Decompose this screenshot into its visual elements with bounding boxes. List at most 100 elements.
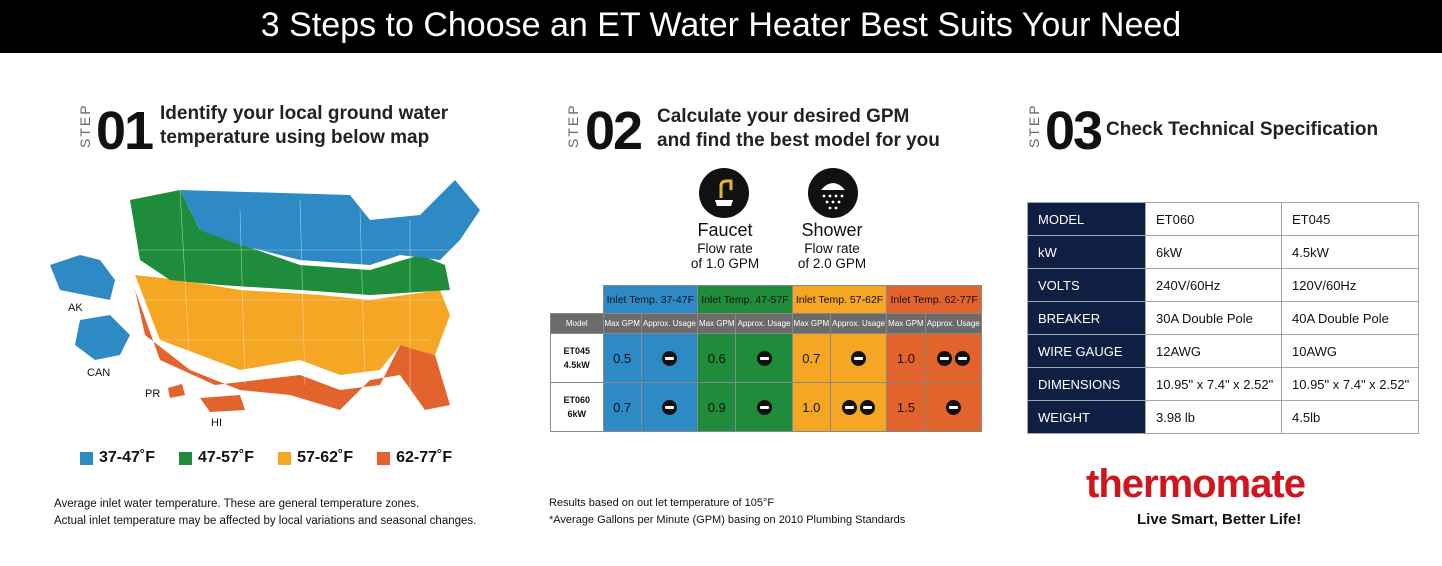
step1-label: STEP <box>77 103 93 148</box>
spec-row: BREAKER 30A Double Pole 40A Double Pole <box>1027 301 1419 335</box>
row-model: ET060 6kW <box>550 382 604 432</box>
spec-label: MODEL <box>1027 202 1146 236</box>
step3-heading: Check Technical Specification <box>1106 119 1379 140</box>
row-model-name: ET060 <box>563 395 591 405</box>
spec-value: 12AWG <box>1145 334 1282 368</box>
usage-cell <box>829 382 888 432</box>
usage-cell <box>640 382 699 432</box>
spec-value: 4.5kW <box>1281 235 1419 269</box>
gpm-cell: 0.6 <box>697 333 737 383</box>
spec-label: BREAKER <box>1027 301 1146 335</box>
legend-item-62-77: 62-77˚F <box>377 449 452 467</box>
spec-value: 10.95" x 7.4" x 2.52" <box>1281 367 1419 401</box>
shower-flow-line2: of 2.0 GPM <box>797 256 867 271</box>
legend-item-37-47: 37-47˚F <box>80 449 155 467</box>
step2-note-line1: Results based on out let temperature of … <box>549 497 775 509</box>
sub-max-gpm: Max GPM <box>791 313 831 334</box>
row-model: ET045 4.5kW <box>550 333 604 383</box>
zone-header-62-77: Inlet Temp. 62-77F <box>886 285 982 314</box>
faucet-icon <box>841 399 857 415</box>
sub-usage: Approx. Usage <box>829 313 888 334</box>
spec-row: kW 6kW 4.5kW <box>1027 235 1419 269</box>
spec-value: 30A Double Pole <box>1145 301 1282 335</box>
step3-number: 03 <box>1045 101 1103 161</box>
step2-heading-line1: Calculate your desired GPM <box>657 106 910 127</box>
row-model-kw: 4.5kW <box>563 360 590 370</box>
shower-icon <box>808 168 858 218</box>
faucet-icon <box>860 399 876 415</box>
usage-cell <box>924 333 983 383</box>
gpm-cell: 1.0 <box>791 382 831 432</box>
spec-row: WEIGHT 3.98 lb 4.5lb <box>1027 400 1419 434</box>
legend-swatch <box>179 451 193 465</box>
zone-header-57-62: Inlet Temp. 57-62F <box>791 285 888 314</box>
step2-label: STEP <box>565 103 581 148</box>
faucet-title: Faucet <box>697 220 753 240</box>
gpm-table: Inlet Temp. 37-47F Inlet Temp. 47-57F In… <box>550 285 983 432</box>
step1-heading-line2: temperature using below map <box>160 127 430 148</box>
sub-max-gpm: Max GPM <box>697 313 737 334</box>
sub-usage: Approx. Usage <box>924 313 983 334</box>
step1-heading: Identify your local ground water tempera… <box>160 102 448 150</box>
zone-header-47-57: Inlet Temp. 47-57F <box>697 285 793 314</box>
spec-value: ET045 <box>1281 202 1419 236</box>
model-header: Model <box>550 313 604 334</box>
faucet-icon <box>661 399 677 415</box>
faucet-icon <box>936 350 952 366</box>
spec-label: WEIGHT <box>1027 400 1146 434</box>
map-hawaii <box>200 395 245 412</box>
map-label-ak: AK <box>68 302 83 314</box>
shower-flow-line1: Flow rate <box>804 241 860 256</box>
usage-cell <box>735 333 793 383</box>
faucet-flow: Flow rate of 1.0 GPM <box>676 241 774 271</box>
map-canada <box>75 315 130 360</box>
spec-value: 3.98 lb <box>1145 400 1282 434</box>
us-water-temperature-map <box>50 180 480 412</box>
step1-note-line1: Average inlet water temperature. These a… <box>54 498 420 510</box>
legend-swatch <box>278 451 292 465</box>
legend-item-57-62: 57-62˚F <box>278 449 353 467</box>
faucet-icon <box>756 350 772 366</box>
logo-tagline: Live Smart, Better Life! <box>1137 511 1302 528</box>
legend-swatch <box>377 451 391 465</box>
legend-item-47-57: 47-57˚F <box>179 449 254 467</box>
temperature-legend: 37-47˚F 47-57˚F 57-62˚F 62-77˚F <box>80 449 452 467</box>
step2-number: 02 <box>585 101 643 161</box>
spec-row: MODEL ET060 ET045 <box>1027 202 1419 236</box>
step1-number: 01 <box>96 101 154 161</box>
spec-table: MODEL ET060 ET045 kW 6kW 4.5kW VOLTS 240V/60H… <box>1027 202 1419 434</box>
faucet-icon <box>699 168 749 218</box>
faucet-icon <box>954 350 970 366</box>
faucet-icon <box>661 350 677 366</box>
map-label-pr: PR <box>145 388 161 400</box>
map-zone-62-77 <box>135 290 450 410</box>
step2-note-line2: *Average Gallons per Minute (GPM) basing… <box>549 514 906 526</box>
logo-text-mate: mate <box>1215 462 1306 506</box>
spec-value: 4.5lb <box>1281 400 1419 434</box>
step2-note: Results based on out let temperature of … <box>549 495 905 529</box>
gpm-cell: 1.0 <box>886 333 926 383</box>
spec-value: ET060 <box>1145 202 1282 236</box>
table-row: ET045 4.5kW 0.5 0.6 0.7 1.0 <box>550 333 983 383</box>
map-label-hi: HI <box>211 417 222 429</box>
gpm-cell: 0.7 <box>602 382 642 432</box>
sub-usage: Approx. Usage <box>735 313 793 334</box>
legend-swatch <box>80 451 93 465</box>
spec-row: WIRE GAUGE 12AWG 10AWG <box>1027 334 1419 368</box>
sub-max-gpm: Max GPM <box>886 313 926 334</box>
sub-max-gpm: Max GPM <box>602 313 642 334</box>
table-row: ET060 6kW 0.7 0.9 1.0 1.5 <box>550 382 983 432</box>
logo-text-thermo: thermo <box>1086 462 1217 506</box>
gpm-cell: 0.7 <box>791 333 831 383</box>
step2-heading-line2: and find the best model for you <box>657 130 940 151</box>
usage-cell <box>829 333 888 383</box>
spec-value: 10AWG <box>1281 334 1419 368</box>
gpm-cell: 0.5 <box>602 333 642 383</box>
spec-label: WIRE GAUGE <box>1027 334 1146 368</box>
gpm-cell: 0.9 <box>697 382 737 432</box>
map-label-can: CAN <box>87 367 111 379</box>
usage-cell <box>640 333 699 383</box>
usage-cell <box>924 382 983 432</box>
map-zone-47-57 <box>130 190 450 295</box>
shower-title: Shower <box>801 220 863 240</box>
